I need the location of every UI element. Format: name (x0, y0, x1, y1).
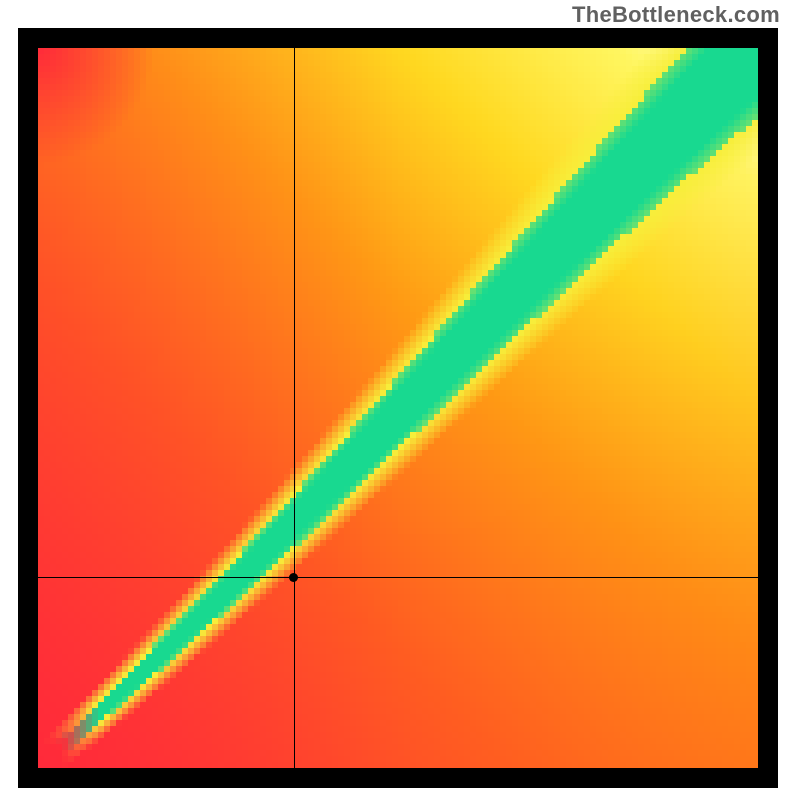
crosshair-horizontal (38, 577, 758, 578)
crosshair-marker (289, 573, 298, 582)
figure-container: TheBottleneck.com (0, 0, 800, 800)
crosshair-vertical (294, 48, 295, 768)
plot-area (38, 48, 758, 768)
watermark-text: TheBottleneck.com (572, 2, 780, 28)
heatmap-canvas (38, 48, 758, 768)
plot-outer-frame (18, 28, 778, 788)
